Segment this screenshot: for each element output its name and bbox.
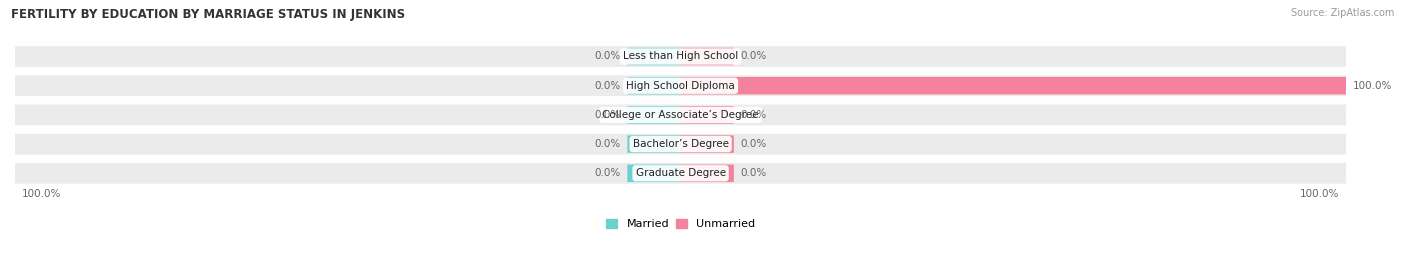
FancyBboxPatch shape (15, 75, 1347, 96)
FancyBboxPatch shape (627, 135, 681, 153)
FancyBboxPatch shape (15, 163, 1347, 184)
Text: 0.0%: 0.0% (741, 110, 766, 120)
Text: 100.0%: 100.0% (1301, 189, 1340, 199)
Text: 0.0%: 0.0% (595, 110, 620, 120)
FancyBboxPatch shape (15, 105, 1347, 125)
FancyBboxPatch shape (681, 106, 734, 124)
Text: 0.0%: 0.0% (595, 168, 620, 178)
FancyBboxPatch shape (15, 46, 1347, 67)
FancyBboxPatch shape (627, 77, 681, 94)
Text: Bachelor’s Degree: Bachelor’s Degree (633, 139, 728, 149)
Text: 0.0%: 0.0% (595, 81, 620, 91)
Text: 0.0%: 0.0% (595, 139, 620, 149)
FancyBboxPatch shape (627, 106, 681, 124)
FancyBboxPatch shape (681, 135, 734, 153)
Text: Source: ZipAtlas.com: Source: ZipAtlas.com (1291, 8, 1395, 18)
Text: 100.0%: 100.0% (21, 189, 60, 199)
FancyBboxPatch shape (627, 165, 681, 182)
Legend: Married, Unmarried: Married, Unmarried (606, 219, 755, 229)
Text: High School Diploma: High School Diploma (626, 81, 735, 91)
Text: 100.0%: 100.0% (1353, 81, 1392, 91)
Text: 0.0%: 0.0% (741, 139, 766, 149)
Text: FERTILITY BY EDUCATION BY MARRIAGE STATUS IN JENKINS: FERTILITY BY EDUCATION BY MARRIAGE STATU… (11, 8, 405, 21)
FancyBboxPatch shape (681, 48, 734, 65)
FancyBboxPatch shape (627, 48, 681, 65)
Text: 0.0%: 0.0% (741, 168, 766, 178)
Text: Less than High School: Less than High School (623, 51, 738, 62)
FancyBboxPatch shape (681, 77, 1346, 94)
FancyBboxPatch shape (681, 165, 734, 182)
Text: 0.0%: 0.0% (741, 51, 766, 62)
FancyBboxPatch shape (15, 134, 1347, 154)
Text: College or Associate’s Degree: College or Associate’s Degree (602, 110, 759, 120)
Text: 0.0%: 0.0% (595, 51, 620, 62)
Text: Graduate Degree: Graduate Degree (636, 168, 725, 178)
